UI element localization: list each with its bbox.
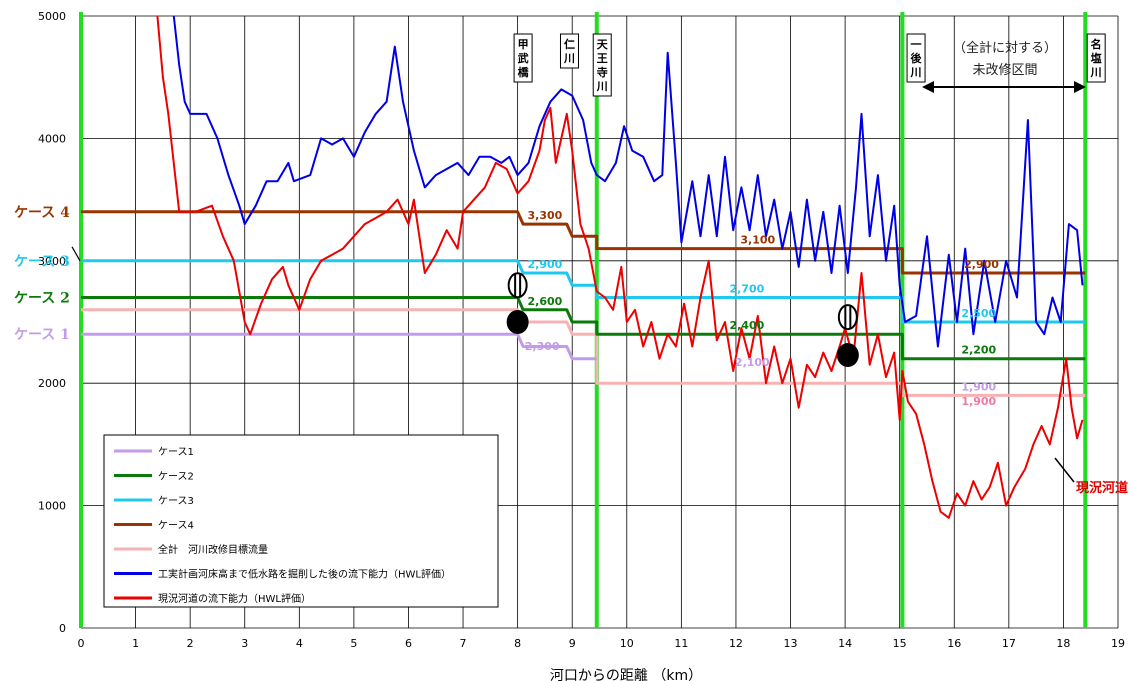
series-lines <box>81 15 1086 519</box>
x-tick-label: 11 <box>674 637 688 650</box>
data-label: 2,900 <box>964 258 999 271</box>
tributary-box <box>1086 33 1106 83</box>
y-tick-label: 3000 <box>38 255 66 268</box>
data-label: 2,100 <box>735 356 770 369</box>
x-tick-label: 1 <box>132 637 139 650</box>
data-label: 2,900 <box>528 258 563 271</box>
legend: ケース1 ケース2 ケース3 ケース4 全計 河川改修目標流量工実計画河床高まで低水路を… <box>103 434 499 608</box>
x-tick-label: 7 <box>460 637 467 650</box>
filled-marker-icon <box>836 343 859 368</box>
unimproved-section-note: （全計に対する） 未改修区間 <box>922 40 1086 93</box>
arrow-left-icon <box>922 81 934 93</box>
data-labels: 3,300 2,900 2,600 2,300 3,100 2,700 2,400 2,100… <box>525 209 1000 408</box>
data-label: 2,300 <box>525 340 560 353</box>
data-label: 2,600 <box>528 295 563 308</box>
x-tick-label: 0 <box>78 637 85 650</box>
series-line-case1 <box>81 332 597 361</box>
note-line1: （全計に対する） <box>953 40 1057 56</box>
tributary-label-char: 一 <box>911 38 922 51</box>
series-line-current <box>156 15 1084 519</box>
filled-marker-icon <box>506 310 529 334</box>
tributary-label-char: 王 <box>597 52 608 65</box>
legend-box <box>103 434 499 608</box>
x-tick-label: 6 <box>405 637 412 650</box>
x-tick-label: 13 <box>784 637 798 650</box>
tributary-label-char: 橋 <box>518 65 530 79</box>
x-tick-label: 10 <box>620 637 634 650</box>
tributary-label-char: 川 <box>1090 66 1102 79</box>
x-tick-label: 14 <box>838 637 852 650</box>
x-tick-label: 8 <box>514 637 521 650</box>
tributary-label-char: 天 <box>597 38 609 51</box>
series-line-case4 <box>81 210 1086 275</box>
x-tick-label: 5 <box>350 637 357 650</box>
arrow-right-icon <box>1074 81 1086 93</box>
case-label: ケース 2 <box>14 291 70 307</box>
legend-label-case4: ケース4 <box>158 520 194 532</box>
series-line-case2 <box>81 296 1086 361</box>
tributary-box <box>592 33 612 97</box>
tributary-label-char: 川 <box>596 80 608 93</box>
y-axis: 0 1000 2000 3000 4000 5000 <box>38 10 66 635</box>
x-axis: 0 1 2 3 4 5 6 7 8 9 10 11 12 13 14 15 16 17 18 19 <box>78 637 1126 650</box>
case-label-leader <box>71 246 81 262</box>
case-labels: ケース 4 ケース 3 ケース 2 ケース 1 <box>14 205 81 343</box>
tributary-box <box>513 33 533 83</box>
data-label: 2,400 <box>729 319 764 332</box>
y-tick-label: 1000 <box>38 500 66 513</box>
current-river-callout: 現況河道 <box>1054 457 1128 496</box>
case-label: ケース 3 <box>14 254 70 270</box>
tributary-label-char: 後 <box>911 51 923 65</box>
open-marker-icon <box>507 272 528 299</box>
callout-line <box>1054 457 1075 483</box>
legend-label-case3: ケース3 <box>158 495 194 507</box>
x-tick-label: 19 <box>1111 637 1125 650</box>
markers <box>506 272 859 368</box>
x-tick-label: 12 <box>729 637 743 650</box>
current-river-label: 現況河道 <box>1076 480 1128 496</box>
x-tick-label: 15 <box>893 637 907 650</box>
y-tick-label: 2000 <box>38 377 66 390</box>
data-label: 2,200 <box>961 344 996 357</box>
x-tick-label: 17 <box>1002 637 1016 650</box>
legend-label-case1: ケース1 <box>158 446 194 458</box>
x-axis-label: 河口からの距離 （km） <box>550 667 702 681</box>
data-label: 2,700 <box>729 283 764 296</box>
tributary-label-char: 川 <box>910 66 922 79</box>
tributary-label-char: 甲 <box>518 38 529 51</box>
tributary-label-char: 寺 <box>597 65 608 79</box>
x-tick-label: 3 <box>241 637 248 650</box>
legend-label-plan: 全計 河川改修目標流量 <box>158 543 268 556</box>
data-label: 3,300 <box>528 209 563 222</box>
tributary-label-char: 塩 <box>1091 51 1102 65</box>
x-tick-label: 4 <box>296 637 303 650</box>
legend-label-current: 現況河道の流下能力（HWL評価） <box>158 592 311 605</box>
tributary-label-char: 名 <box>1091 37 1102 51</box>
case-label: ケース 4 <box>14 205 70 221</box>
data-label: 3,100 <box>740 234 775 247</box>
open-marker-icon <box>837 304 858 331</box>
tributary-label-char: 仁 <box>564 37 575 51</box>
legend-label-case2: ケース2 <box>158 471 194 483</box>
x-tick-label: 9 <box>569 637 576 650</box>
series-line-improved <box>172 15 1084 348</box>
y-tick-label: 0 <box>59 622 66 635</box>
tributary-label-char: 川 <box>563 52 575 65</box>
data-label: 2,500 <box>961 307 996 320</box>
data-label: 1,900 <box>961 395 996 408</box>
data-label: 1,900 <box>961 380 996 393</box>
tributary-box <box>906 33 926 83</box>
y-tick-label: 4000 <box>38 132 66 145</box>
legend-label-improved: 工実計画河床高まで低水路を掘削した後の流下能力（HWL評価） <box>158 568 451 581</box>
x-tick-label: 2 <box>187 637 194 650</box>
tributary-box <box>559 33 579 69</box>
note-line2: 未改修区間 <box>972 63 1037 78</box>
x-tick-label: 16 <box>947 637 961 650</box>
case-label: ケース 1 <box>14 327 70 343</box>
tributary-label-char: 武 <box>518 51 529 65</box>
y-tick-label: 5000 <box>38 10 66 23</box>
x-tick-label: 18 <box>1056 637 1070 650</box>
